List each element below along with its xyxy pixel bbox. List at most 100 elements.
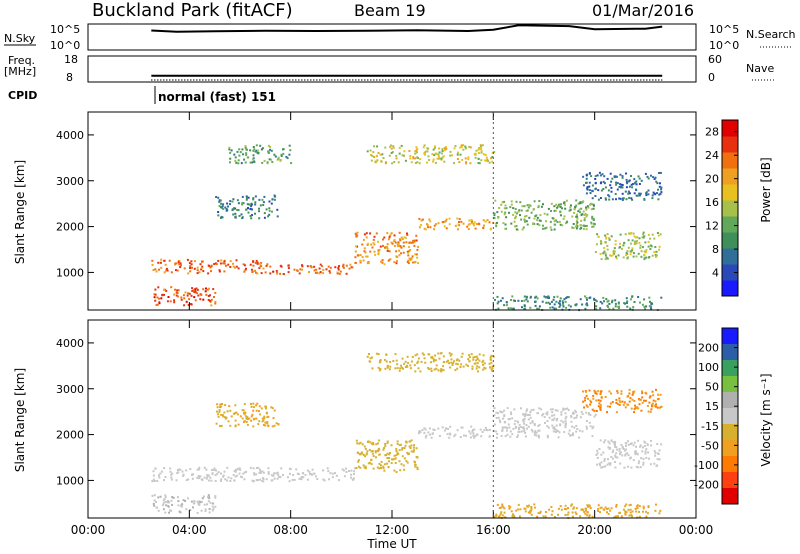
scatter-cell (191, 477, 194, 480)
scatter-cell (252, 467, 255, 470)
scatter-cell (527, 418, 530, 421)
scatter-cell (569, 208, 572, 211)
scatter-cell (579, 202, 582, 205)
scatter-cell (154, 299, 157, 302)
scatter-cell (241, 417, 244, 420)
scatter-cell (596, 174, 599, 177)
scatter-cell (203, 466, 206, 469)
scatter-cell (394, 462, 397, 464)
scatter-cell (416, 353, 419, 356)
scatter-cell (357, 254, 360, 257)
scatter-cell (579, 201, 582, 203)
scatter-cell (549, 306, 552, 309)
scatter-cell (658, 248, 660, 251)
scatter-cell (594, 187, 597, 190)
scatter-cell (642, 457, 645, 460)
scatter-cell (242, 409, 245, 412)
scatter-cell (657, 397, 660, 400)
scatter-cell (170, 499, 173, 502)
scatter-cell (547, 426, 550, 429)
scatter-cell (262, 477, 264, 480)
scatter-cell (582, 400, 585, 403)
scatter-cell (217, 471, 220, 474)
x-tick-label: 08:00 (273, 523, 308, 537)
scatter-cell (416, 468, 419, 471)
scatter-cell (597, 510, 600, 512)
scatter-cell (517, 421, 519, 424)
scatter-cell (412, 261, 415, 264)
scatter-cell (406, 234, 409, 236)
freq-ytick-18: 18 (64, 53, 78, 66)
velocity-colorbar-label: Velocity [m s⁻¹] (759, 373, 773, 466)
scatter-cell (545, 412, 548, 415)
scatter-cell (373, 145, 375, 148)
colorbar-frame (721, 119, 739, 297)
velocity-ylabel: Slant Range [km] (13, 368, 27, 472)
scatter-cell (607, 194, 610, 197)
scatter-cell (212, 288, 215, 291)
scatter-cell (562, 407, 565, 410)
scatter-cell (517, 430, 520, 433)
scatter-cell (245, 267, 247, 270)
scatter-cell (490, 354, 493, 357)
scatter-cell (230, 477, 233, 480)
scatter-cell (216, 472, 219, 475)
scatter-cell (437, 153, 440, 156)
colorbar-segment (722, 216, 738, 233)
scatter-cell (565, 199, 568, 202)
scatter-cell (601, 302, 604, 305)
scatter-cell (488, 161, 491, 164)
scatter-cell (203, 503, 206, 506)
scatter-cell (564, 222, 567, 225)
scatter-cell (328, 478, 331, 481)
scatter-cell (655, 403, 657, 406)
scatter-cell (167, 296, 170, 298)
scatter-cell (625, 186, 628, 189)
scatter-cell (496, 503, 499, 506)
scatter-cell (637, 252, 640, 255)
scatter-cell (554, 409, 557, 412)
scatter-cell (386, 232, 389, 235)
scatter-cell (480, 151, 483, 154)
scatter-cell (629, 508, 632, 511)
scatter-cell (282, 152, 285, 155)
scatter-cell (551, 411, 554, 414)
scatter-cell (234, 215, 237, 218)
scatter-cell (403, 468, 406, 471)
scatter-cell (165, 269, 168, 272)
scatter-cell (595, 399, 598, 402)
scatter-cell (573, 211, 576, 214)
scatter-cell (162, 504, 164, 507)
scatter-cell (564, 412, 567, 415)
scatter-cell (269, 148, 272, 151)
scatter-cell (251, 208, 253, 211)
scatter-cell (238, 154, 241, 157)
scatter-cell (278, 475, 280, 478)
scatter-cell (574, 304, 577, 307)
scatter-cell (384, 367, 387, 370)
scatter-cell (198, 271, 201, 274)
scatter-cell (337, 268, 340, 271)
scatter-cell (499, 410, 502, 413)
scatter-cell (619, 197, 622, 200)
scatter-cell (426, 147, 429, 150)
scatter-cell (158, 476, 161, 479)
scatter-cell (575, 416, 578, 419)
scatter-cell (633, 182, 636, 185)
scatter-cell (448, 436, 451, 439)
scatter-cell (607, 512, 610, 515)
scatter-cell (405, 364, 408, 367)
scatter-cell (433, 368, 436, 371)
scatter-cell (267, 472, 270, 475)
scatter-cell (496, 433, 499, 435)
scatter-cell (546, 420, 549, 422)
scatter-cell (341, 468, 344, 471)
scatter-cell (207, 474, 210, 477)
scatter-cell (229, 409, 232, 412)
scatter-cell (398, 449, 401, 452)
scatter-cell (431, 153, 434, 156)
scatter-cell (456, 429, 459, 432)
scatter-cell (364, 255, 367, 258)
scatter-cell (400, 252, 402, 255)
scatter-cell (245, 470, 248, 473)
